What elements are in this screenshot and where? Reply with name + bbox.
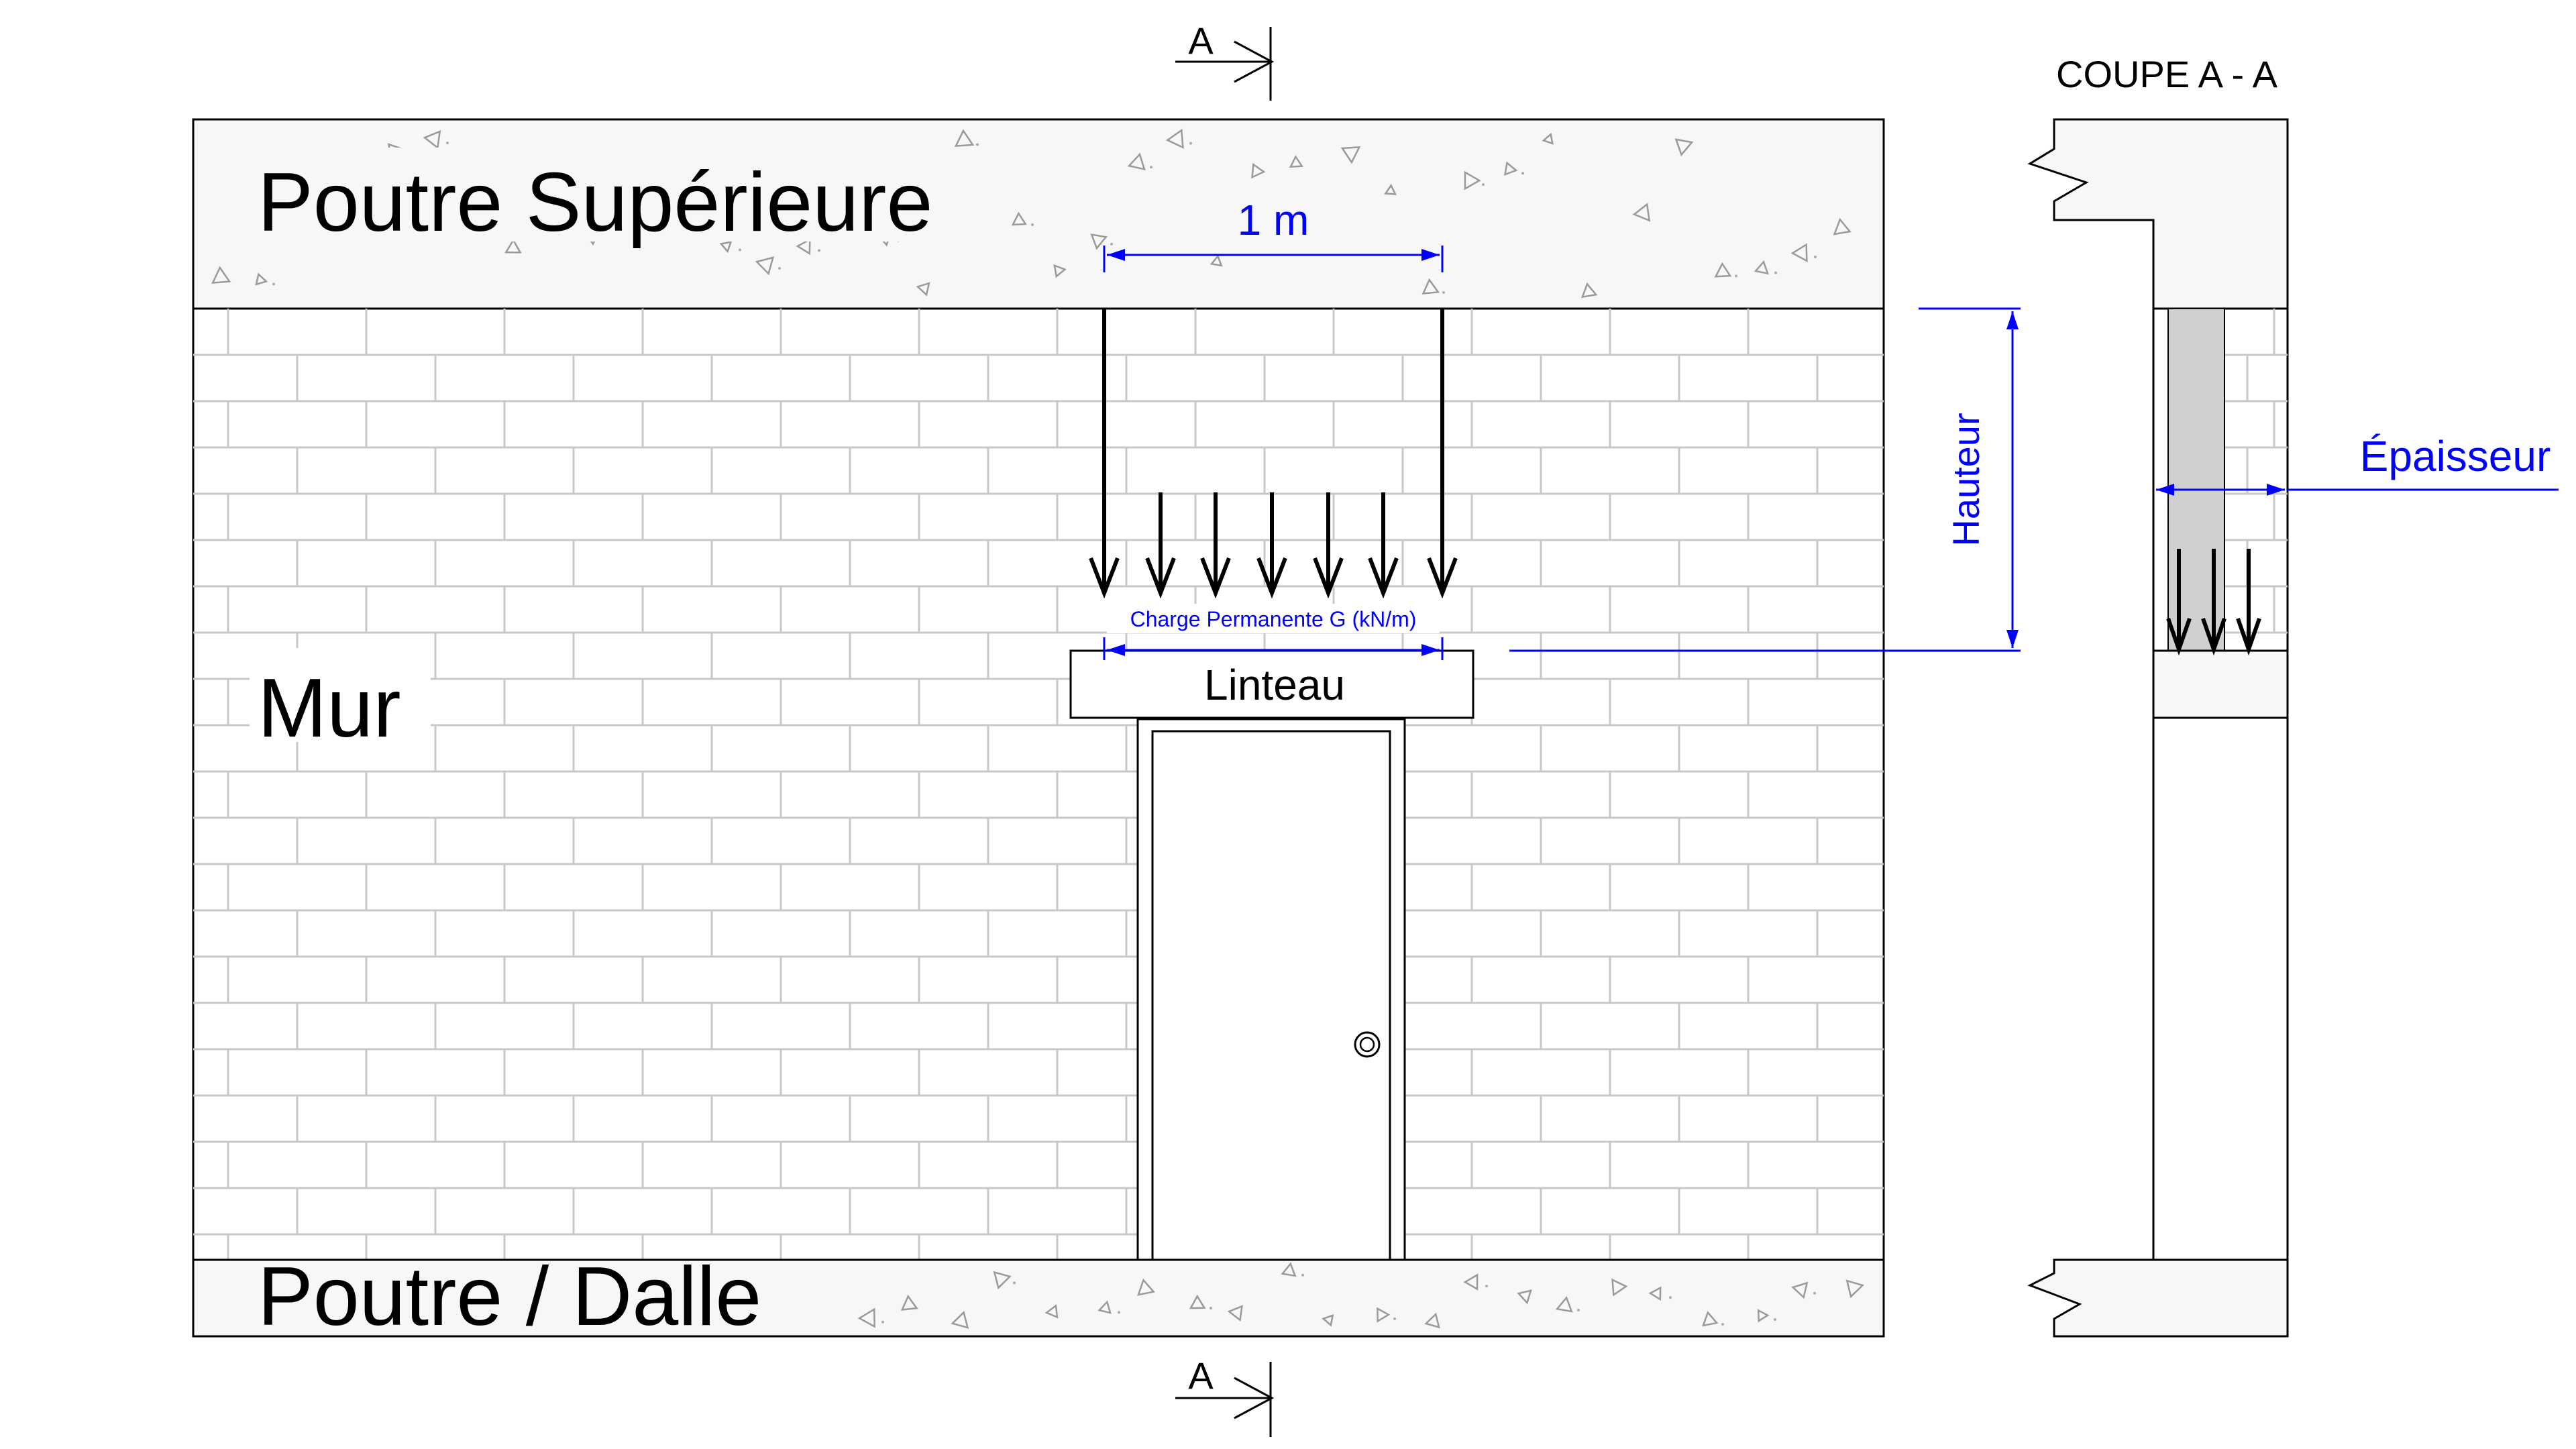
load-label: Charge Permanente G (kN/m)	[1130, 607, 1417, 631]
wall-label: Mur	[258, 662, 401, 755]
section-lintel	[2167, 308, 2225, 651]
svg-text:A: A	[1188, 1354, 1214, 1397]
height-label: Hauteur	[1945, 413, 1987, 546]
width-label: 1 m	[1238, 196, 1309, 244]
lintel	[1069, 649, 1474, 719]
door	[1136, 718, 1406, 1261]
load-arrows	[1089, 309, 1458, 599]
lintel-label: Linteau	[1204, 661, 1345, 709]
bottom-beam-aggregate	[857, 1262, 1865, 1329]
thickness-dimension: Épaisseur	[2156, 432, 2559, 496]
bottom-beam	[192, 1258, 1885, 1338]
section-marker-bottom: A	[1175, 1354, 1275, 1437]
height-dimension: Hauteur	[1509, 307, 2021, 652]
brick-wall	[192, 307, 1885, 1261]
bottom-beam-label: Poutre / Dalle	[258, 1250, 761, 1343]
thickness-label: Épaisseur	[2360, 432, 2551, 480]
section-marker-top: A	[1175, 19, 1275, 101]
section-title: COUPE A - A	[2056, 53, 2278, 95]
section-view	[2027, 118, 2289, 1338]
svg-text:A: A	[1188, 19, 1214, 62]
width-dimension: 1 m	[1103, 196, 1444, 272]
top-beam-label: Poutre Supérieure	[258, 156, 932, 249]
